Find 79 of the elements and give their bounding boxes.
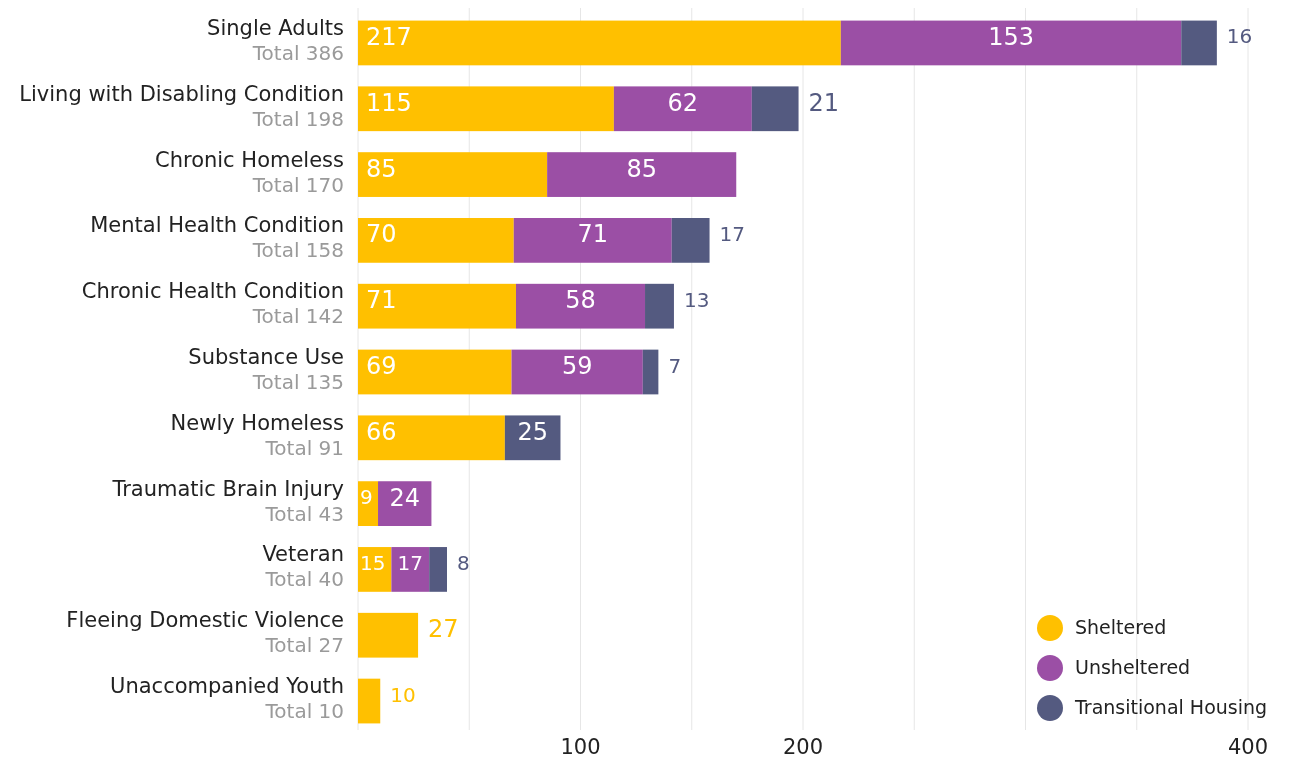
total-label: Total 40 bbox=[264, 567, 344, 592]
y-tick-label: Mental Health Condition bbox=[90, 213, 344, 238]
bar bbox=[358, 152, 548, 197]
bar bbox=[391, 547, 430, 592]
data-label: 66 bbox=[366, 417, 397, 446]
data-label: 70 bbox=[366, 220, 397, 249]
y-tick-label: Chronic Health Condition bbox=[81, 279, 344, 304]
data-label: 62 bbox=[667, 88, 699, 117]
data-label: 25 bbox=[517, 417, 548, 446]
total-label: Total 10 bbox=[264, 699, 344, 724]
data-label: 59 bbox=[561, 352, 593, 380]
data-label: 217 bbox=[366, 22, 412, 51]
bar bbox=[504, 415, 561, 461]
bar bbox=[358, 218, 514, 263]
bar bbox=[358, 612, 419, 658]
y-tick-label: Living with Disabling Condition bbox=[19, 81, 344, 106]
data-label: 10 bbox=[390, 682, 416, 707]
y-tick-label: Substance Use bbox=[188, 345, 344, 369]
data-label: 8 bbox=[457, 550, 470, 575]
bar bbox=[645, 283, 674, 329]
y-tick-label: Veteran bbox=[262, 542, 344, 567]
bar bbox=[358, 481, 379, 526]
bar bbox=[613, 86, 752, 132]
bar bbox=[1181, 20, 1217, 66]
y-tick-label: Fleeing Domestic Violence bbox=[66, 608, 344, 633]
bar bbox=[547, 152, 737, 197]
data-label: 69 bbox=[366, 352, 397, 380]
data-label: 7 bbox=[668, 353, 682, 378]
x-tick-label: 400 bbox=[1227, 735, 1269, 759]
data-label: 85 bbox=[626, 154, 657, 183]
data-label: 21 bbox=[808, 88, 840, 117]
y-tick-label: Newly Homeless bbox=[170, 410, 344, 435]
legend-label: Sheltered bbox=[1075, 615, 1167, 638]
total-label: Total 198 bbox=[251, 106, 344, 131]
bar bbox=[840, 20, 1182, 66]
data-label: 115 bbox=[366, 88, 412, 117]
total-label: Total 170 bbox=[251, 172, 344, 197]
total-label: Total 43 bbox=[264, 501, 344, 526]
y-tick-label: Traumatic Brain Injury bbox=[111, 476, 344, 501]
total-label: Total 135 bbox=[251, 370, 344, 394]
bar bbox=[642, 349, 659, 395]
bar bbox=[358, 20, 841, 66]
data-label: 15 bbox=[360, 550, 386, 575]
data-label: 24 bbox=[389, 483, 420, 512]
data-label: 71 bbox=[366, 286, 397, 315]
legend-label: Transitional Housing bbox=[1074, 695, 1268, 718]
bar bbox=[358, 283, 516, 329]
total-label: Total 386 bbox=[251, 40, 344, 65]
data-label: 16 bbox=[1226, 24, 1253, 49]
y-tick-label: Chronic Homeless bbox=[154, 147, 344, 172]
x-tick-label: 100 bbox=[560, 735, 601, 759]
data-label: 17 bbox=[719, 221, 745, 246]
total-label: Total 27 bbox=[264, 633, 344, 658]
bar bbox=[671, 218, 710, 263]
bar bbox=[429, 547, 447, 592]
data-label: 9 bbox=[360, 485, 373, 510]
bar bbox=[751, 86, 799, 132]
bar bbox=[358, 415, 505, 461]
legend-label: Unsheltered bbox=[1075, 655, 1191, 678]
data-label: 85 bbox=[366, 154, 397, 183]
bar bbox=[511, 349, 643, 395]
total-label: Total 158 bbox=[251, 238, 344, 263]
data-label: 58 bbox=[565, 286, 596, 315]
bar bbox=[515, 283, 646, 329]
data-label: 17 bbox=[397, 550, 424, 575]
data-label: 27 bbox=[428, 615, 459, 644]
total-label: Total 142 bbox=[251, 304, 344, 329]
bar bbox=[358, 349, 512, 395]
x-tick-label: 200 bbox=[782, 735, 824, 759]
y-tick-label: Unaccompanied Youth bbox=[110, 674, 344, 699]
data-label: 71 bbox=[577, 220, 609, 249]
total-label: Total 91 bbox=[264, 435, 344, 460]
bar bbox=[378, 481, 432, 526]
y-tick-label: Single Adults bbox=[207, 15, 344, 40]
bar bbox=[513, 218, 672, 263]
data-label: 13 bbox=[683, 287, 710, 312]
data-label: 153 bbox=[988, 22, 1034, 51]
bar bbox=[358, 86, 614, 132]
bar bbox=[358, 678, 381, 724]
